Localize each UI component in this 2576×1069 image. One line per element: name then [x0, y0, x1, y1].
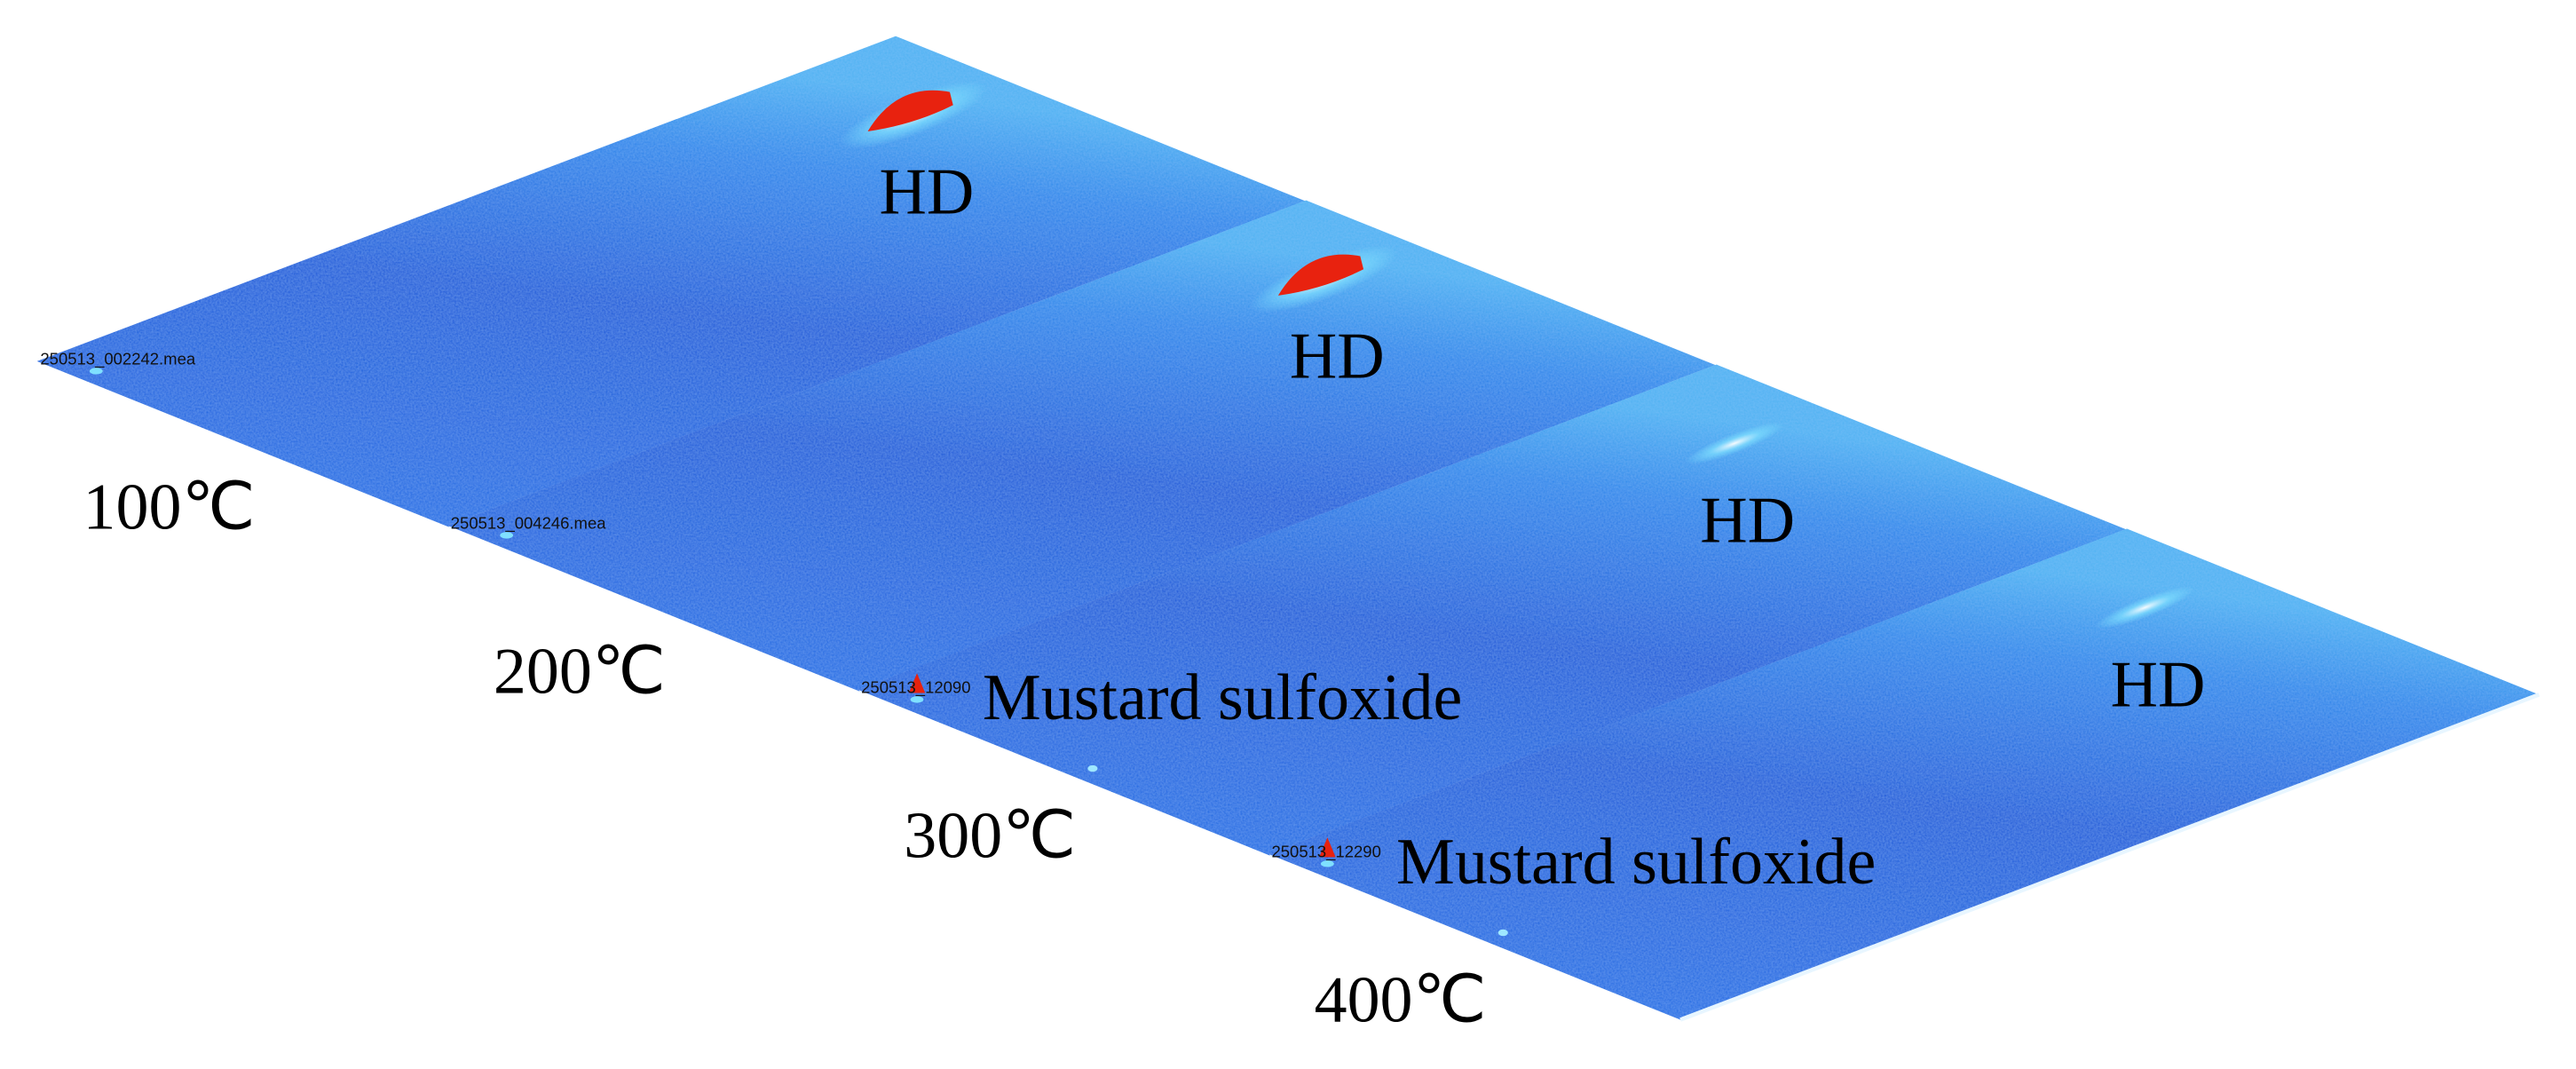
- peak-label: HD: [879, 155, 974, 228]
- peak-hot: [1319, 837, 1336, 858]
- divider: [1679, 693, 2540, 1022]
- file-name: 250513_12090: [861, 677, 970, 697]
- peak-label: HD: [1700, 484, 1795, 557]
- spot: [500, 532, 514, 539]
- spectrum-strip: [857, 364, 2129, 856]
- temperature: 400℃: [1315, 963, 1487, 1036]
- peak-hot: [908, 673, 926, 693]
- spectrum-strip: [1268, 528, 2540, 1020]
- spectrum-strip: [447, 200, 1719, 692]
- spot: [89, 368, 103, 375]
- spot: [1497, 929, 1508, 937]
- temperature: 100℃: [83, 471, 255, 544]
- file-name: 250513_002242.mea: [40, 350, 195, 369]
- temperature: 300℃: [904, 799, 1076, 872]
- peak-hot: [1277, 254, 1364, 296]
- peak-label: HD: [1290, 320, 1385, 392]
- peak-label: Mustard sulfoxide: [1396, 826, 1876, 899]
- spot: [1320, 860, 1334, 867]
- spectra: [36, 36, 2540, 1022]
- file-name: 250513_12290: [1272, 842, 1381, 861]
- peak-hot: [867, 90, 953, 131]
- spot: [1087, 764, 1098, 772]
- labels: 250513_002242.mea 100℃ HD 250513_004246.mea…: [40, 155, 2205, 1036]
- peak-label: HD: [2111, 648, 2206, 721]
- temperature: 200℃: [494, 635, 666, 708]
- file-name: 250513_004246.mea: [451, 514, 606, 534]
- peak-label: Mustard sulfoxide: [983, 661, 1462, 734]
- peak-halo: [2096, 586, 2194, 629]
- spot: [910, 696, 924, 703]
- peak-halo: [1685, 422, 1784, 464]
- spectrum-strip: [36, 36, 1308, 527]
